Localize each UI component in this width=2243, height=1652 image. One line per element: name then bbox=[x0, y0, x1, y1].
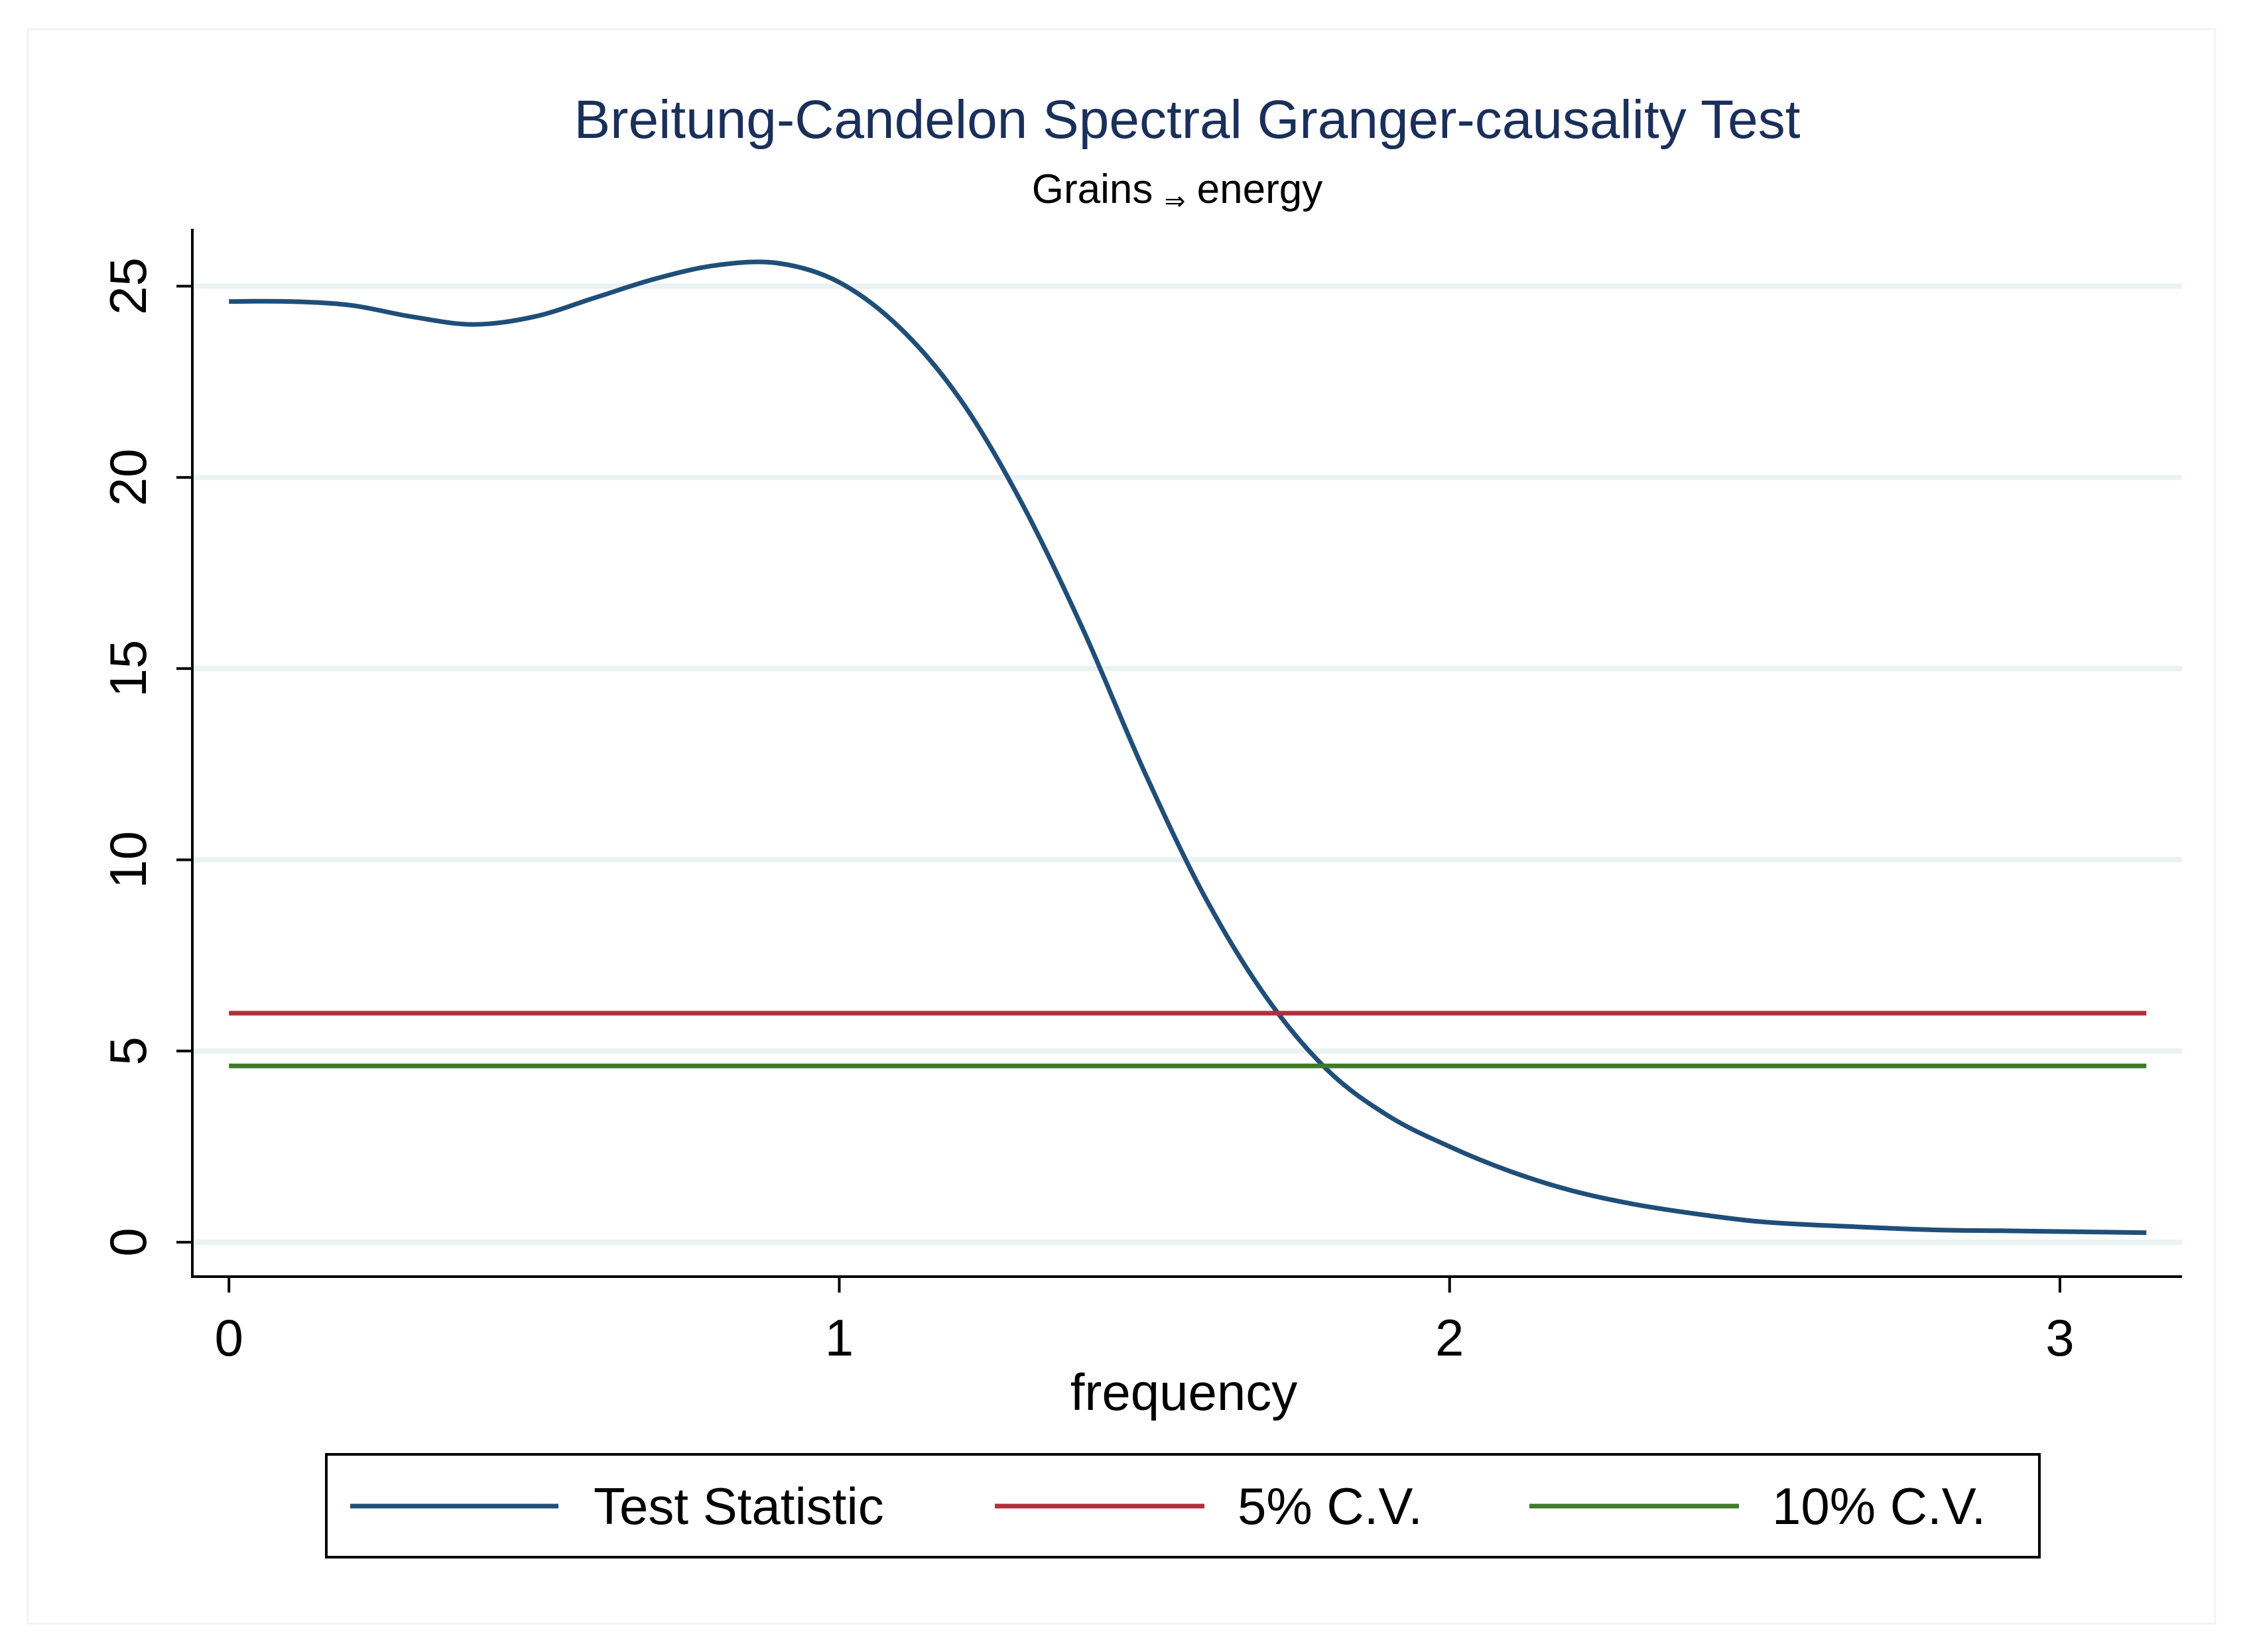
x-tick-label-3: 3 bbox=[2045, 1308, 2074, 1367]
y-tick-label-25: 25 bbox=[99, 257, 157, 315]
y-tick-label-0: 0 bbox=[99, 1228, 157, 1256]
series-layer bbox=[229, 259, 2147, 1236]
y-tick-label-10: 10 bbox=[99, 831, 157, 889]
subtitle-arrow: ⇒ bbox=[1165, 188, 1186, 216]
chart-title: Breitung-Candelon Spectral Granger-causa… bbox=[574, 90, 1800, 150]
x-tick-label-2: 2 bbox=[1435, 1308, 1464, 1367]
series-test-statistic bbox=[229, 259, 2147, 1236]
legend: Test Statistic 5% C.V. 10% C.V. bbox=[325, 1453, 2041, 1558]
x-tick-label-1: 1 bbox=[825, 1308, 854, 1367]
outer-frame bbox=[27, 28, 2216, 1625]
legend-label-5pct-cv: 5% C.V. bbox=[1238, 1477, 1423, 1535]
y-tick-label-20: 20 bbox=[99, 448, 157, 506]
legend-label-10pct-cv: 10% C.V. bbox=[1772, 1477, 1986, 1535]
axes: 0 5 10 15 20 25 0 1 2 3 bbox=[99, 229, 2182, 1367]
y-tick-label-5: 5 bbox=[99, 1037, 157, 1065]
subtitle-right: energy bbox=[1197, 166, 1323, 212]
legend-label-test-statistic: Test Statistic bbox=[594, 1477, 884, 1535]
legend-box bbox=[325, 1453, 2041, 1558]
x-axis-label: frequency bbox=[1070, 1363, 1298, 1421]
gridlines bbox=[192, 283, 2182, 1245]
subtitle-left: Grains bbox=[1032, 166, 1153, 212]
chart-subtitle: Grains ⇒ energy bbox=[1032, 166, 1323, 219]
x-tick-label-0: 0 bbox=[215, 1308, 243, 1367]
y-tick-label-15: 15 bbox=[99, 640, 157, 698]
